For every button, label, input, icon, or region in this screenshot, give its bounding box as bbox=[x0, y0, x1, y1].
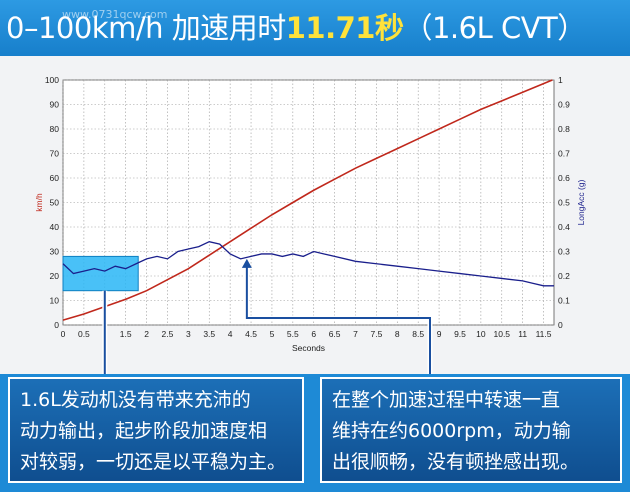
y-tick-label-4: 40 bbox=[50, 222, 60, 232]
y-tick-label-8: 80 bbox=[50, 124, 60, 134]
watermark: www.0731qcw.com bbox=[62, 8, 168, 21]
y-tick-label-10: 100 bbox=[45, 75, 59, 85]
y2-tick-label-9: 0.9 bbox=[558, 100, 570, 110]
header-bar: 0–100km/h 加速用时11.71秒（1.6L CVT） www.0731q… bbox=[0, 0, 630, 56]
y-axis-title: km/h bbox=[34, 193, 44, 212]
x-tick-label-21: 10.5 bbox=[493, 329, 510, 339]
x-tick-label-14: 7 bbox=[353, 329, 358, 339]
x-tick-label-8: 4 bbox=[228, 329, 233, 339]
x-tick-label-5: 2.5 bbox=[162, 329, 174, 339]
x-tick-label-9: 4.5 bbox=[245, 329, 257, 339]
x-tick-label-6: 3 bbox=[186, 329, 191, 339]
x-tick-label-0: 0 bbox=[61, 329, 66, 339]
callout-right-line bbox=[245, 266, 431, 374]
acceleration-chart: 010203040506070809010000.10.20.30.40.50.… bbox=[34, 75, 586, 374]
y2-tick-label-4: 0.4 bbox=[558, 222, 570, 232]
x-tick-label-15: 7.5 bbox=[370, 329, 382, 339]
title-time: 11.71秒 bbox=[285, 11, 404, 45]
callout-right-arrowhead bbox=[241, 258, 252, 268]
x-tick-label-12: 6 bbox=[311, 329, 316, 339]
title-suffix: （1.6L CVT） bbox=[403, 11, 586, 45]
y-tick-label-3: 30 bbox=[50, 247, 60, 257]
y2-tick-label-10: 1 bbox=[558, 75, 563, 85]
title-mid: 加速用时 bbox=[171, 11, 287, 45]
note-left-line-3: 对较弱，一切还是以平稳为主。 bbox=[20, 451, 287, 473]
x-tick-label-11: 5.5 bbox=[287, 329, 299, 339]
note-right-line-3: 出很顺畅，没有顿挫感出现。 bbox=[332, 451, 580, 473]
y2-tick-label-3: 0.3 bbox=[558, 247, 570, 257]
y2-tick-label-8: 0.8 bbox=[558, 124, 570, 134]
note-left: 1.6L发动机没有带来充沛的 动力输出，起步阶段加速度相 对较弱，一切还是以平稳… bbox=[8, 377, 304, 483]
y2-tick-label-6: 0.6 bbox=[558, 173, 570, 183]
y2-tick-label-0: 0 bbox=[558, 320, 563, 330]
x-axis-title: Seconds bbox=[292, 343, 325, 353]
x-tick-label-20: 10 bbox=[476, 329, 486, 339]
y-tick-label-1: 10 bbox=[50, 296, 60, 306]
x-tick-label-4: 2 bbox=[144, 329, 149, 339]
y2-tick-label-1: 0.1 bbox=[558, 296, 570, 306]
note-right: 在整个加速过程中转速一直 维持在约6000rpm，动力输 出很顺畅，没有顿挫感出… bbox=[320, 377, 622, 483]
y2-tick-label-2: 0.2 bbox=[558, 271, 570, 281]
y-tick-label-6: 60 bbox=[50, 173, 60, 183]
y-tick-label-7: 70 bbox=[50, 149, 60, 159]
x-tick-label-10: 5 bbox=[270, 329, 275, 339]
chart-panel: 0 10 20 30 40 50 60 70 80 90 100 0 0.1 0.2 0.3 0.4 0.5 0.… bbox=[0, 56, 630, 374]
x-tick-label-19: 9.5 bbox=[454, 329, 466, 339]
note-right-line-1: 在整个加速过程中转速一直 bbox=[332, 389, 561, 411]
x-tick-label-16: 8 bbox=[395, 329, 400, 339]
note-left-line-2: 动力输出，起步阶段加速度相 bbox=[20, 420, 268, 442]
x-tick-label-23: 11.5 bbox=[536, 329, 552, 339]
note-left-line-1: 1.6L发动机没有带来充沛的 bbox=[20, 389, 251, 411]
x-tick-label-7: 3.5 bbox=[203, 329, 215, 339]
y2-tick-label-7: 0.7 bbox=[558, 149, 570, 159]
y-tick-label-5: 50 bbox=[50, 198, 60, 208]
x-tick-label-13: 6.5 bbox=[329, 329, 341, 339]
series-speed-line bbox=[62, 79, 553, 321]
x-tick-label-18: 9 bbox=[437, 329, 442, 339]
series-acc-line bbox=[62, 241, 554, 287]
y-tick-label-0: 0 bbox=[54, 320, 59, 330]
note-right-line-2: 维持在约6000rpm，动力输 bbox=[332, 420, 571, 442]
x-tick-label-3: 1.5 bbox=[120, 329, 132, 339]
x-tick-label-22: 11 bbox=[518, 329, 527, 339]
y2-tick-label-5: 0.5 bbox=[558, 198, 570, 208]
page-title: 0–100km/h 加速用时11.71秒（1.6L CVT） bbox=[6, 8, 586, 48]
y-tick-label-2: 20 bbox=[50, 271, 60, 281]
title-prefix: 0–100km/h bbox=[6, 11, 172, 45]
y-tick-label-9: 90 bbox=[50, 100, 60, 110]
x-tick-label-1: 0.5 bbox=[78, 329, 90, 339]
x-tick-label-17: 8.5 bbox=[412, 329, 424, 339]
y2-axis-title: LongAcc (g) bbox=[576, 179, 586, 225]
